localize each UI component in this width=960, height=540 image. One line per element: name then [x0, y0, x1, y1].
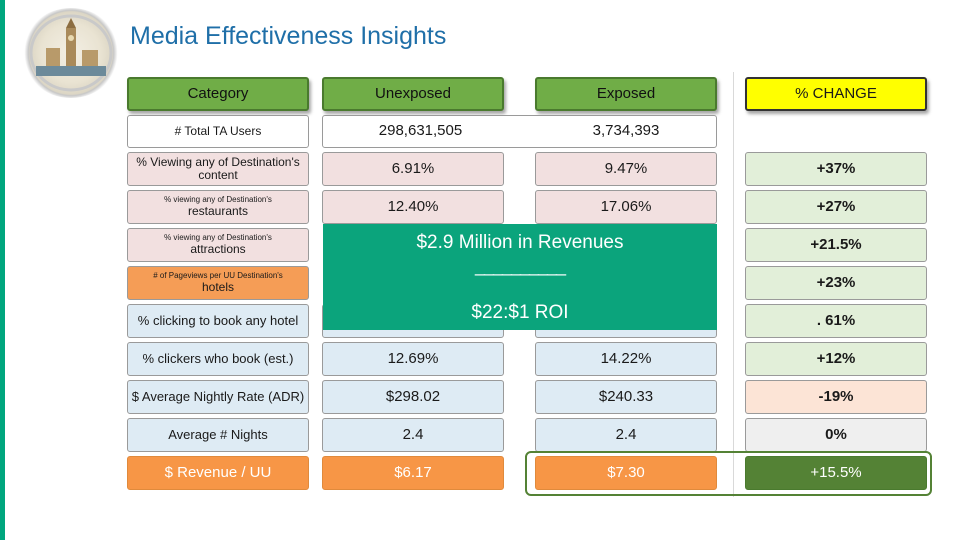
row-clickers-book-exposed: 14.22%	[535, 342, 717, 376]
row-adr-change: -19%	[745, 380, 927, 414]
row-hotels-label-big: hotels	[201, 279, 235, 294]
row-total-users-exposed: 3,734,393	[592, 122, 660, 140]
row-nights-label: Average # Nights	[127, 418, 309, 452]
row-nights-unexposed: 2.4	[322, 418, 504, 452]
revenue-highlight-frame	[525, 451, 932, 496]
roi-callout-roi: $22:$1 ROI	[471, 302, 569, 323]
row-restaurants-exposed: 17.06%	[535, 190, 717, 224]
row-adr-label: $ Average Nightly Rate (ADR)	[127, 380, 309, 414]
roi-callout-divider: __________	[474, 256, 566, 276]
row-viewing-content-label: % Viewing any of Destination's content	[127, 152, 309, 186]
row-restaurants-label-small: % viewing any of Destination's	[164, 195, 272, 204]
london-logo-icon	[22, 8, 120, 98]
row-restaurants-label-big: restaurants	[187, 203, 249, 218]
row-attractions-change: +21.5%	[745, 228, 927, 262]
roi-callout: $2.9 Million in Revenues __________ $22:…	[323, 224, 717, 330]
row-attractions-label-big: attractions	[190, 241, 246, 256]
row-clicking-book-label: % clicking to book any hotel	[127, 304, 309, 338]
left-accent-bar	[0, 0, 5, 540]
row-viewing-content-unexposed: 6.91%	[322, 152, 504, 186]
row-hotels-change: +23%	[745, 266, 927, 300]
row-clickers-book-label: % clickers who book (est.)	[127, 342, 309, 376]
row-adr-unexposed: $298.02	[322, 380, 504, 414]
header-category: Category	[127, 77, 309, 111]
row-hotels-label: # of Pageviews per UU Destination's hote…	[127, 266, 309, 300]
row-attractions-label-small: % viewing any of Destination's	[164, 233, 272, 242]
row-restaurants-change: +27%	[745, 190, 927, 224]
column-divider	[733, 72, 734, 497]
row-revenue-label: $ Revenue / UU	[127, 456, 309, 490]
row-total-users-label: # Total TA Users	[127, 115, 309, 148]
row-restaurants-label: % viewing any of Destination's restauran…	[127, 190, 309, 224]
row-hotels-label-small: # of Pageviews per UU Destination's	[153, 271, 283, 280]
row-nights-change: 0%	[745, 418, 927, 452]
row-total-users-combined: 298,631,505 3,734,393	[322, 115, 717, 148]
header-change: % CHANGE	[745, 77, 927, 111]
roi-callout-revenue: $2.9 Million in Revenues	[416, 232, 624, 253]
header-exposed: Exposed	[535, 77, 717, 111]
row-nights-exposed: 2.4	[535, 418, 717, 452]
row-attractions-label: % viewing any of Destination's attractio…	[127, 228, 309, 262]
header-unexposed: Unexposed	[322, 77, 504, 111]
row-revenue-exposed: $7.30	[535, 456, 717, 490]
row-revenue-change: +15.5%	[745, 456, 927, 490]
row-viewing-content-change: +37%	[745, 152, 927, 186]
row-viewing-content-exposed: 9.47%	[535, 152, 717, 186]
page-title: Media Effectiveness Insights	[130, 22, 447, 50]
row-total-users-unexposed: 298,631,505	[378, 122, 463, 140]
row-clickers-book-change: +12%	[745, 342, 927, 376]
row-clicking-book-change: . 61%	[745, 304, 927, 338]
row-clickers-book-unexposed: 12.69%	[322, 342, 504, 376]
row-revenue-unexposed: $6.17	[322, 456, 504, 490]
row-restaurants-unexposed: 12.40%	[322, 190, 504, 224]
row-adr-exposed: $240.33	[535, 380, 717, 414]
